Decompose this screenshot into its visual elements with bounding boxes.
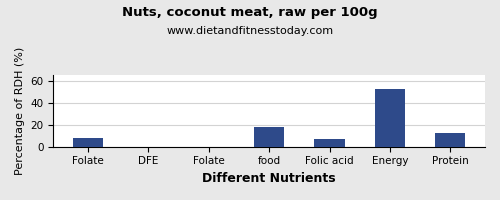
Text: Nuts, coconut meat, raw per 100g: Nuts, coconut meat, raw per 100g xyxy=(122,6,378,19)
Bar xyxy=(314,139,344,147)
Bar xyxy=(435,133,466,147)
Bar xyxy=(375,89,405,147)
Y-axis label: Percentage of RDH (%): Percentage of RDH (%) xyxy=(15,47,25,175)
Bar xyxy=(73,138,103,147)
Text: www.dietandfitnesstoday.com: www.dietandfitnesstoday.com xyxy=(166,26,334,36)
X-axis label: Different Nutrients: Different Nutrients xyxy=(202,172,336,185)
Bar xyxy=(254,127,284,147)
